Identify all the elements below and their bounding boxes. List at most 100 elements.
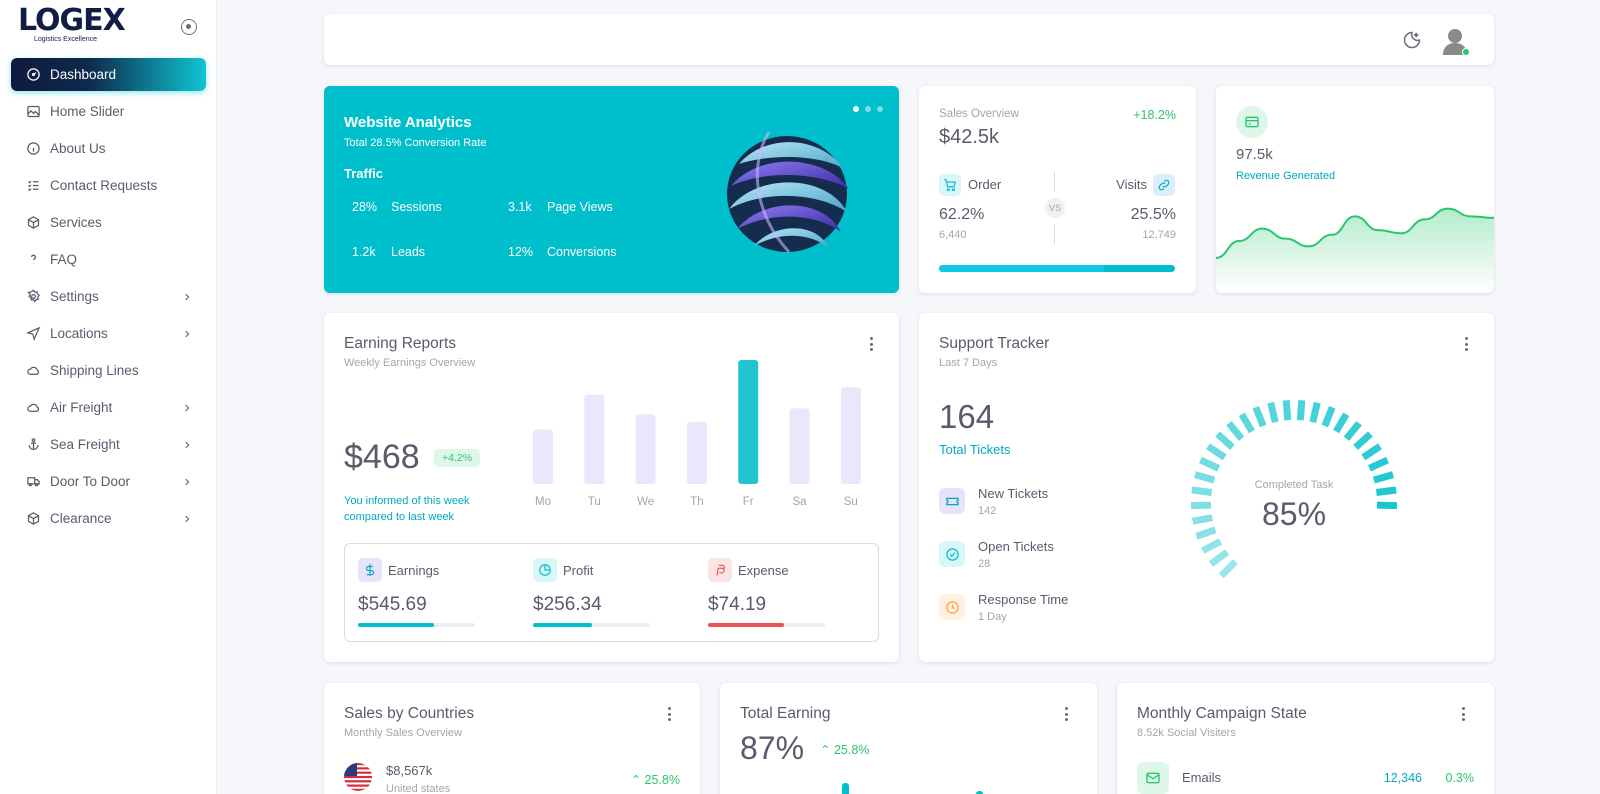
campaign-title: Monthly Campaign State [1137,705,1307,722]
sales-by-countries-card: Sales by Countries Monthly Sales Overvie… [324,683,700,794]
gauge-segment [1226,420,1245,441]
bar-tu[interactable] [584,394,605,484]
chevron-right-icon [182,475,192,490]
earnings-value: $545.69 [358,594,427,615]
revenue-area-chart [1216,207,1494,293]
box-icon [25,215,41,231]
chevron-right-icon [182,401,192,416]
bar-mo[interactable] [533,429,553,484]
expense-progress-fill [708,623,785,627]
chevron-right-icon [182,290,192,305]
box-icon [25,511,41,527]
campaign-more-menu[interactable] [1462,707,1466,724]
countries-more-menu[interactable] [668,707,672,724]
sales-overview-card: Sales Overview $42.5k +18.2% Order Visit… [919,86,1196,293]
carousel-dots[interactable] [853,106,883,112]
brand-paypal-icon [708,558,732,582]
bar-we[interactable] [635,414,656,484]
bar-fr[interactable] [738,360,759,484]
gauge-value: 85% [1261,496,1327,532]
analytics-title: Website Analytics [344,114,472,131]
country-name: United states [386,783,451,794]
sidebar-item-label: Dashboard [50,67,117,82]
sidebar-item-label: Home Slider [50,104,125,119]
summary-profit: Profit $256.34 [533,558,650,627]
analytics-subtitle: Total 28.5% Conversion Rate [344,137,487,149]
visits-percent: 25.5% [1130,206,1176,223]
campaign-subtitle: 8.52k Social Visiters [1137,727,1236,739]
stat-leads: 1.2k Leads [352,245,426,259]
sales-overview-label: Sales Overview [939,108,1019,120]
revenue-card: 97.5k Revenue Generated [1216,86,1494,293]
support-more-menu[interactable] [1465,337,1469,354]
countries-subtitle: Monthly Sales Overview [344,727,462,739]
earning-more-menu[interactable] [870,337,874,354]
navigation-icon [25,326,41,342]
summary-expense: Expense $74.19 [708,558,825,627]
order-percent: 62.2% [939,206,985,223]
truck-icon [25,474,41,490]
sidebar-item-dashboard[interactable]: Dashboard [11,58,206,91]
gauge-label: Completed Task [1254,479,1334,491]
gauge-segment [1201,538,1223,554]
total-earning-more-menu[interactable] [1065,707,1069,724]
bar-sa[interactable] [789,408,810,484]
sidebar-item-door-to-door[interactable]: Door To Door [11,465,206,498]
sidebar-item-about-us[interactable]: About Us [11,132,206,165]
sidebar-item-home-slider[interactable]: Home Slider [11,95,206,128]
checklist-icon [25,178,41,194]
revenue-line [1216,207,1494,259]
gauge-segment [1367,456,1390,472]
moon-icon[interactable] [1402,30,1422,50]
summary-earnings: Earnings $545.69 [358,558,475,627]
gauge-segment [1333,412,1350,434]
pie-chart-icon [533,558,557,582]
gauge-segment [1191,486,1213,496]
support-tracker-title: Support Tracker [939,335,1050,352]
sidebar-item-clearance[interactable]: Clearance [11,502,206,535]
credit-card-icon [1236,106,1268,138]
divider-bottom [1054,224,1055,244]
revenue-value: 97.5k [1236,146,1273,163]
gauge-segment [1238,412,1255,434]
traffic-heading: Traffic [344,166,384,181]
collapse-sidebar-button[interactable] [181,19,197,35]
total-earning-card: Total Earning 87% ⌃ 25.8% [720,683,1097,794]
sidebar-item-label: FAQ [50,252,78,267]
sidebar-item-services[interactable]: Services [11,206,206,239]
earnings-progress-fill [358,623,435,627]
logo[interactable]: LOGEX Logistics Excellence [18,6,128,46]
mail-icon [1137,762,1169,794]
sidebar-item-settings[interactable]: Settings [11,280,206,313]
sidebar-item-label: Settings [50,289,99,304]
logo-text: LOGEX [18,3,126,38]
anchor-icon [25,437,41,453]
earning-reports-card: Earning Reports Weekly Earnings Overview… [324,313,899,662]
bar-su[interactable] [840,387,861,484]
sidebar-item-sea-freight[interactable]: Sea Freight [11,428,206,461]
sidebar-item-faq[interactable]: FAQ [11,243,206,276]
earning-reports-title: Earning Reports [344,335,457,352]
tick-label-sa: Sa [792,496,807,508]
user-avatar[interactable] [1442,27,1468,55]
sidebar-item-locations[interactable]: Locations [11,317,206,350]
sidebar-item-label: Air Freight [50,400,113,415]
earning-summary-box: Earnings $545.69 Profit $256.34 Expense … [344,543,879,642]
support-tracker-subtitle: Last 7 Days [939,357,998,369]
stat-sessions: 28% Sessions [352,200,442,214]
sidebar-item-shipping-lines[interactable]: Shipping Lines [11,354,206,387]
sidebar-item-contact-requests[interactable]: Contact Requests [11,169,206,202]
chevron-right-icon [182,327,192,342]
gauge-segment [1208,549,1230,567]
tick-label-su: Su [844,496,858,508]
divider-top [1054,172,1055,192]
bar-th[interactable] [686,422,707,484]
profit-progress-fill [533,623,592,627]
tick-label-tu: Tu [588,496,601,508]
sidebar-item-air-freight[interactable]: Air Freight [11,391,206,424]
campaign-emails-percent: 0.3% [1445,771,1475,785]
gauge-segment [1198,456,1221,472]
row-open-tickets: Open Tickets 28 [939,539,1054,570]
clock-icon [939,594,965,620]
sidebar-item-label: Door To Door [50,474,131,489]
